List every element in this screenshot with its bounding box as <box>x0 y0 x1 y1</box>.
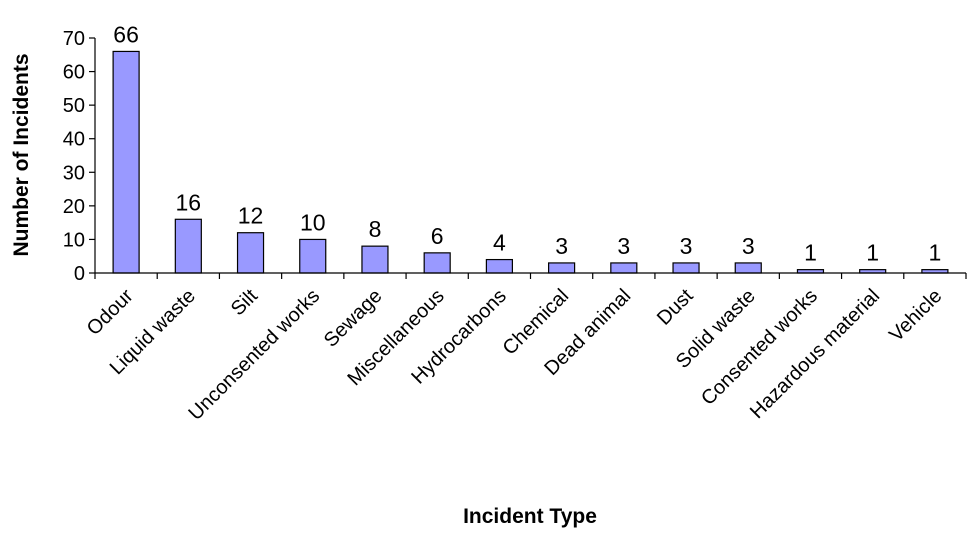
y-tick-label: 30 <box>63 162 85 184</box>
x-axis-ticks <box>94 273 967 279</box>
bar-miscellaneous <box>423 252 451 274</box>
category-label: Consented works <box>697 285 822 410</box>
y-tick-label: 10 <box>63 229 85 251</box>
data-label: 1 <box>866 240 879 266</box>
category-label: Dust <box>653 285 698 330</box>
data-label: 8 <box>369 216 382 242</box>
data-label: 3 <box>617 233 630 259</box>
bar-dust <box>672 262 700 274</box>
data-label: 4 <box>493 230 506 256</box>
y-tick-label: 0 <box>74 263 85 285</box>
bar-odour <box>112 50 140 274</box>
y-tick-label: 20 <box>63 196 85 218</box>
data-label: 10 <box>300 209 326 235</box>
data-labels: 66 16 12 10 8 6 4 3 3 3 3 1 1 1 <box>113 21 941 265</box>
data-label: 6 <box>431 223 444 249</box>
data-label: 66 <box>113 21 139 47</box>
y-tick-label: 50 <box>63 95 85 117</box>
x-axis-title: Incident Type <box>463 505 597 528</box>
bar-silt <box>236 232 265 274</box>
y-axis-title: Number of Incidents <box>10 53 33 256</box>
y-tick-label: 40 <box>63 129 85 151</box>
bar-sewage <box>361 245 389 274</box>
bar-series <box>112 50 949 274</box>
bar-unconsented-works <box>299 238 327 274</box>
category-label: Vehicle <box>885 285 946 346</box>
data-label: 3 <box>680 233 693 259</box>
data-label: 16 <box>176 189 202 215</box>
y-axis-ticks: 0 10 20 30 40 50 60 70 <box>63 28 95 285</box>
data-label: 1 <box>928 240 941 266</box>
data-label: 12 <box>238 203 264 229</box>
y-tick-label: 60 <box>63 62 85 84</box>
bar-hydrocarbons <box>485 258 513 274</box>
y-tick-label: 70 <box>63 28 85 50</box>
bar-liquid-waste <box>174 218 202 274</box>
data-label: 1 <box>804 240 817 266</box>
data-label: 3 <box>742 233 755 259</box>
bar-chemical <box>548 262 576 274</box>
category-label: Odour <box>83 285 138 340</box>
category-label: Silt <box>227 285 263 321</box>
bar-solid-waste <box>734 262 762 274</box>
data-label: 3 <box>555 233 568 259</box>
bar-dead-animal <box>610 262 638 274</box>
